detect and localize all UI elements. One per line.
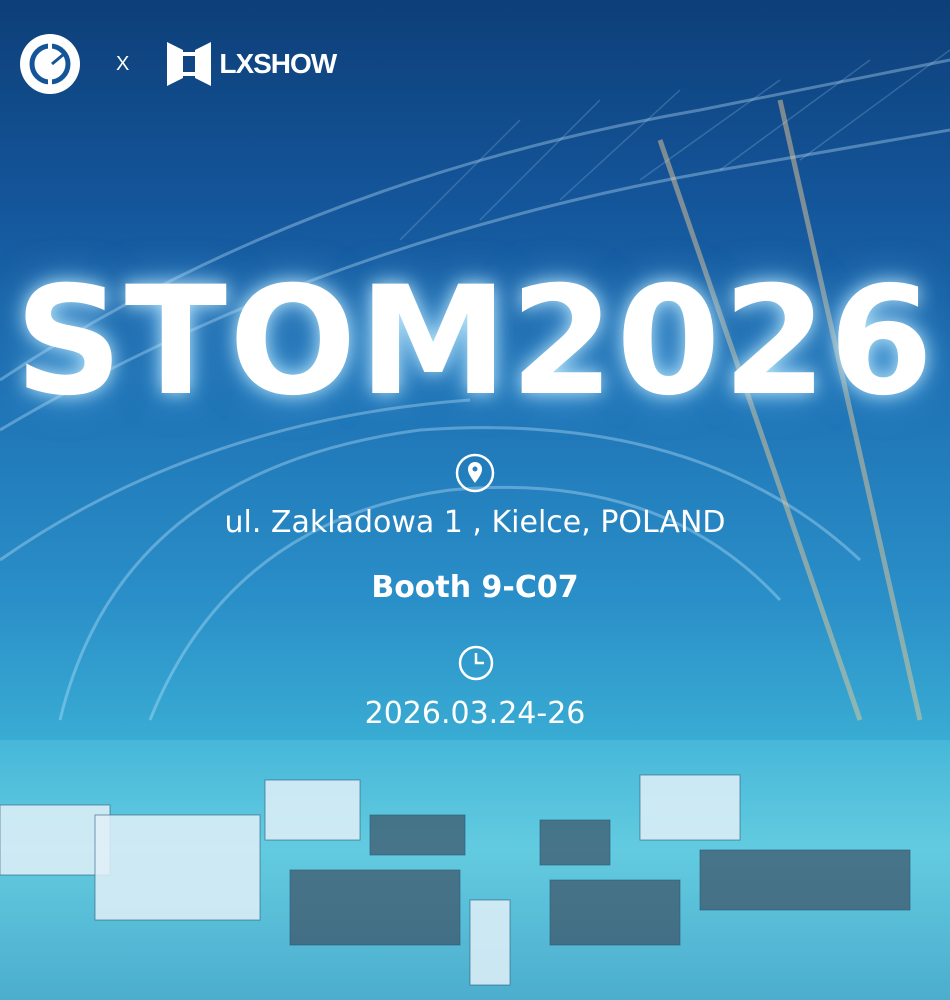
location-pin-icon [455,453,495,493]
stom-logo [20,34,80,94]
lxshow-logo: LXSHOW [167,42,337,86]
event-title: STOM2026 [14,255,936,429]
laser-machines [0,774,911,986]
event-date: 2026.03.24-26 [364,696,586,731]
lxshow-logo-mark [167,42,212,86]
event-address: ul. Zakladowa 1 , Kielce, POLAND [224,505,726,540]
booth-number: Booth 9-C07 [371,570,579,605]
collaboration-separator: X [116,52,130,75]
logo-bar: X LXSHOW [20,34,337,94]
clock-icon [458,645,494,681]
lxshow-wordmark: LXSHOW [219,48,337,79]
